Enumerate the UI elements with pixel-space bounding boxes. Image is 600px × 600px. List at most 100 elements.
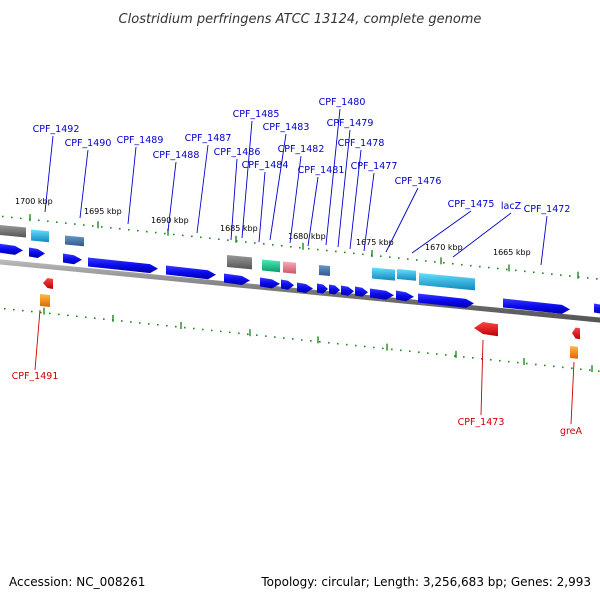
reverse-cds-feature[interactable] — [43, 278, 53, 289]
scale-dot — [193, 327, 195, 330]
cds-feature[interactable] — [341, 285, 354, 296]
scale-dot — [551, 273, 553, 275]
scale-tick-label: 1665 kbp — [493, 248, 531, 257]
gene-label[interactable]: CPF_1481 — [298, 165, 345, 176]
scale-dot — [256, 334, 258, 336]
gene-label[interactable]: CPF_1489 — [117, 135, 164, 146]
reverse-misc-feature[interactable] — [40, 294, 50, 307]
scale-dot — [373, 346, 375, 349]
scale-dot — [481, 358, 483, 360]
scale-dot — [490, 358, 492, 361]
scale-dot — [164, 232, 166, 235]
scale-dot — [173, 233, 175, 236]
label-leader-lines — [34, 108, 575, 425]
scale-dot — [67, 314, 69, 317]
gene-label[interactable]: CPF_1475 — [448, 199, 495, 210]
scale-dot — [488, 266, 490, 269]
scale-dot — [328, 341, 330, 344]
cds-feature[interactable] — [63, 253, 82, 265]
gene-label[interactable]: CPF_1478 — [338, 138, 385, 149]
cds-feature[interactable] — [396, 290, 414, 302]
scale-dot — [362, 253, 364, 256]
misc-feature[interactable] — [319, 265, 330, 277]
gene-label[interactable]: CPF_1477 — [351, 161, 398, 172]
gene-label[interactable]: lacZ — [501, 201, 522, 212]
gene-label[interactable]: CPF_1472 — [524, 204, 571, 215]
reverse-cds-feature[interactable] — [474, 322, 498, 337]
gene-label[interactable]: CPF_1482 — [278, 144, 325, 155]
scale-dot — [146, 230, 148, 233]
gene-label[interactable]: CPF_1492 — [33, 124, 80, 135]
gene-label[interactable]: CPF_1476 — [395, 176, 442, 187]
scale-tick-label: 1670 kbp — [425, 243, 463, 252]
misc-feature[interactable] — [262, 259, 280, 273]
cds-feature[interactable] — [281, 279, 294, 290]
reverse-cds-feature[interactable] — [572, 327, 580, 340]
trna-feature[interactable] — [419, 273, 475, 291]
cds-feature[interactable] — [224, 273, 250, 285]
gene-label[interactable]: CPF_1487 — [185, 133, 232, 144]
cds-feature[interactable] — [29, 247, 45, 259]
accession-text: Accession: NC_008261 — [9, 575, 145, 589]
scale-dot — [65, 222, 67, 224]
label-leader — [540, 215, 548, 266]
cds-feature[interactable] — [418, 293, 474, 308]
scale-dot — [427, 352, 429, 354]
cds-feature[interactable] — [317, 283, 328, 294]
scale-dot — [587, 277, 589, 279]
gene-label[interactable]: CPF_1490 — [65, 138, 112, 149]
scale-dot — [58, 313, 60, 316]
label-leader — [44, 135, 54, 213]
misc-feature[interactable] — [65, 235, 84, 247]
scale-dot — [508, 360, 510, 363]
cds-feature[interactable] — [297, 282, 313, 294]
reverse-misc-feature[interactable] — [570, 346, 578, 359]
scale-dot — [290, 245, 292, 248]
gene-label[interactable]: CPF_1480 — [319, 97, 366, 108]
scale-dot — [317, 248, 319, 251]
scale-dot — [121, 320, 123, 322]
cds-feature[interactable] — [370, 288, 394, 300]
scale-ring-lower — [4, 307, 600, 373]
scale-dot — [326, 249, 328, 252]
label-leader — [480, 339, 484, 416]
scale-dot — [389, 256, 391, 258]
cds-feature[interactable] — [355, 286, 368, 297]
misc-feature[interactable] — [283, 261, 296, 274]
cds-feature[interactable] — [88, 257, 158, 274]
gene-label[interactable]: CPF_1488 — [153, 150, 200, 161]
label-leader — [411, 210, 472, 254]
scale-dot — [247, 333, 249, 336]
gene-label[interactable]: CPF_1483 — [263, 122, 310, 133]
trna-feature[interactable] — [397, 269, 416, 281]
rrna-feature[interactable] — [227, 255, 252, 270]
label-leader — [337, 129, 351, 248]
scale-tick-label: 1675 kbp — [356, 238, 394, 247]
cds-feature[interactable] — [503, 298, 570, 314]
scale-dot — [355, 344, 357, 347]
trna-feature[interactable] — [31, 229, 49, 243]
gene-label[interactable]: CPF_1479 — [327, 118, 374, 129]
gene-label[interactable]: CPF_1484 — [242, 160, 289, 171]
scale-dot — [380, 255, 382, 257]
cds-feature[interactable] — [0, 243, 23, 255]
scale-dot — [542, 272, 544, 275]
scale-dot — [31, 310, 33, 313]
cds-feature[interactable] — [166, 265, 216, 280]
gene-label[interactable]: CPF_1485 — [233, 109, 280, 120]
gene-label[interactable]: CPF_1491 — [12, 371, 59, 382]
scale-dot — [49, 312, 51, 315]
gene-label[interactable]: CPF_1473 — [458, 417, 505, 428]
scale-dot — [499, 359, 501, 362]
gene-label[interactable]: greA — [560, 426, 583, 437]
cds-feature[interactable] — [594, 303, 600, 315]
gene-label[interactable]: CPF_1486 — [214, 147, 261, 158]
rrna-feature[interactable] — [0, 225, 26, 238]
trna-feature[interactable] — [372, 267, 395, 281]
scale-dot — [202, 328, 204, 331]
scale-dot — [562, 366, 564, 369]
label-leader — [167, 161, 177, 232]
cds-feature[interactable] — [260, 277, 280, 289]
cds-feature[interactable] — [329, 284, 340, 295]
